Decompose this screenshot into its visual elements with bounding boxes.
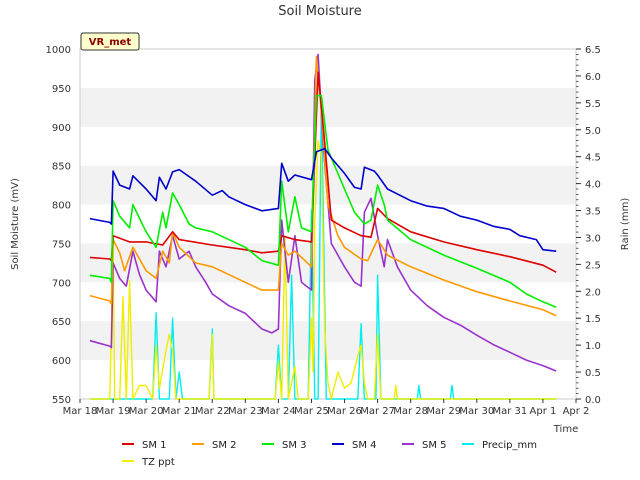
x-tick-label: Mar 25 [294,406,329,417]
y2-tick-label: 4.0 [585,180,601,191]
y-tick-label: 800 [52,201,71,212]
series-line-sm-2 [89,56,557,317]
y2-tick-label: 5.5 [585,99,601,110]
chart-title: Soil Moisture [278,4,362,19]
x-axis-title: Time [553,424,578,435]
x-tick-label: Mar 22 [195,406,230,417]
y-tick-label: 650 [52,317,71,328]
y2-tick-label: 0.5 [585,368,601,379]
grid-band [80,87,576,127]
legend-label-tz-ppt: TZ ppt [141,457,175,468]
x-tick-label: Mar 23 [228,406,263,417]
y-tick-label: 950 [52,84,71,95]
y2-tick-label: 3.5 [585,207,601,218]
y2-tick-label: 2.0 [585,287,601,298]
y-tick-label: 550 [52,395,71,406]
grid-band [80,321,576,361]
y-tick-label: 850 [52,162,71,173]
y-tick-label: 600 [52,356,71,367]
station-badge: VR_met [80,32,140,51]
series-line-tz-ppt [89,139,557,400]
station-badge-label: VR_met [89,37,132,48]
background-bands [80,87,576,361]
x-tick-label: Mar 28 [393,406,428,417]
x-tick-label: Mar 30 [459,406,494,417]
y2-tick-label: 6.0 [585,72,601,83]
x-tick-label: Mar 29 [426,406,461,417]
legend: SM 1 SM 2 SM 3 SM 4 SM 5 Precip_mm TZ ppt [122,440,537,468]
x-tick-label: Mar 18 [63,406,98,417]
y2-axis-title: Rain (mm) [620,198,631,251]
series-line-sm-3 [89,94,557,308]
y2-tick-label: 4.5 [585,153,601,164]
station-badge-box [80,32,140,51]
y2-tick-label: 6.5 [585,45,601,56]
legend-label-sm-5: SM 5 [422,440,447,451]
legend-label-precip-mm: Precip_mm [482,440,537,451]
y-axis-title: Soil Moisture (mV) [10,178,21,270]
y2-tick-label: 1.0 [585,341,601,352]
series-layer [89,53,557,400]
series-line-sm-4 [89,147,557,252]
y2-tick-label: 3.0 [585,233,601,244]
y-tick-label: 1000 [46,45,71,56]
y2-tick-label: 0.0 [585,395,601,406]
x-tick-label: Mar 24 [261,406,296,417]
series-line-sm-1 [89,71,557,273]
x-tick-label: Mar 26 [327,406,362,417]
x-tick-label: Apr 1 [530,406,557,417]
y2-tick-label: 5.0 [585,126,601,137]
x-tick-label: Apr 2 [563,406,590,417]
y2-tick-label: 2.5 [585,260,601,271]
y-tick-label: 700 [52,278,71,289]
left-y-axis: 550 600 650 700 750 800 850 900 950 1000 [46,45,71,406]
legend-label-sm-2: SM 2 [212,440,237,451]
x-tick-label: Mar 27 [360,406,395,417]
right-y-axis: 0.0 0.5 1.0 1.5 2.0 2.5 3.0 3.5 4.0 4.5 5.0 5.5 6.0 6… [576,45,601,406]
x-tick-label: Mar 31 [492,406,527,417]
y-tick-label: 900 [52,123,71,134]
y2-tick-label: 1.5 [585,314,601,325]
x-tick-label: Mar 19 [96,406,131,417]
x-tick-label: Mar 21 [162,406,197,417]
legend-label-sm-1: SM 1 [142,440,167,451]
y-tick-label: 750 [52,239,71,250]
legend-label-sm-3: SM 3 [282,440,307,451]
series-line-sm-5 [89,53,557,372]
legend-label-sm-4: SM 4 [352,440,377,451]
x-tick-label: Mar 20 [129,406,164,417]
